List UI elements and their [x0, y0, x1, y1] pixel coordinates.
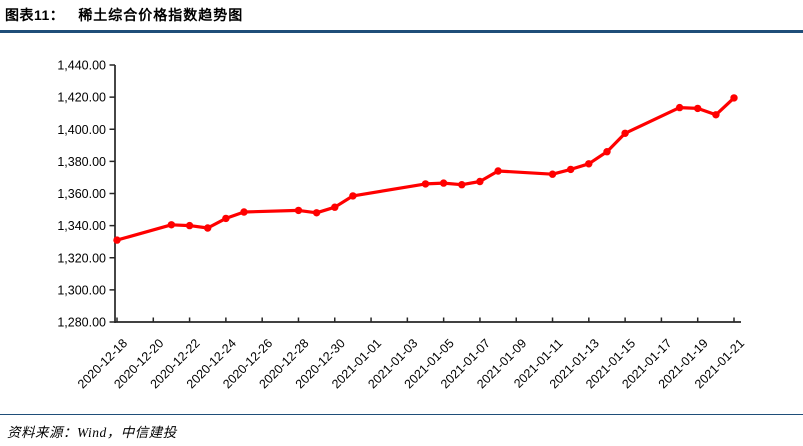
data-point — [331, 203, 339, 211]
data-point — [494, 167, 502, 175]
footer-divider — [0, 414, 803, 415]
data-point — [312, 209, 321, 217]
price-line — [115, 96, 736, 242]
line-chart: 1,280.00 1,300.00 1,320.00 1,340.00 1,360.00… — [57, 59, 747, 392]
data-point — [712, 111, 720, 119]
data-point — [603, 148, 611, 156]
title-underline — [0, 30, 803, 33]
data-point — [439, 179, 448, 187]
price-index-chart-area: 1,280.00 1,300.00 1,320.00 1,340.00 1,360.00… — [0, 55, 803, 411]
figure-label: 图表11： — [5, 7, 65, 23]
y-tick-label: 1,280.00 — [57, 316, 106, 330]
data-point — [621, 129, 629, 137]
data-point — [694, 104, 702, 113]
figure-title: 稀土综合价格指数趋势图 — [78, 7, 244, 23]
y-tick-label: 1,440.00 — [57, 59, 106, 73]
data-point — [113, 236, 121, 244]
data-point — [167, 221, 176, 229]
figure-header: 图表11： 稀土综合价格指数趋势图 — [5, 4, 243, 26]
data-point — [222, 214, 230, 223]
y-tick-label: 1,320.00 — [57, 251, 106, 265]
data-point — [476, 177, 484, 186]
data-point — [421, 180, 430, 188]
data-point — [567, 165, 575, 174]
y-tick-label: 1,420.00 — [57, 91, 106, 105]
source-note: 资料来源：Wind，中信建投 — [7, 425, 177, 440]
data-point — [548, 170, 557, 178]
y-tick-label: 1,300.00 — [57, 283, 106, 297]
y-tick-label: 1,380.00 — [57, 155, 106, 169]
data-point — [240, 208, 248, 216]
y-tick-label: 1,400.00 — [57, 123, 106, 137]
data-point — [730, 94, 738, 102]
data-point — [585, 160, 593, 168]
y-tick-label: 1,340.00 — [57, 219, 106, 233]
data-point — [204, 224, 212, 232]
data-point — [294, 206, 303, 215]
y-tick-label: 1,360.00 — [57, 187, 106, 201]
data-point — [185, 221, 194, 230]
data-point — [458, 181, 466, 189]
data-point — [349, 192, 357, 200]
data-point — [675, 103, 684, 112]
